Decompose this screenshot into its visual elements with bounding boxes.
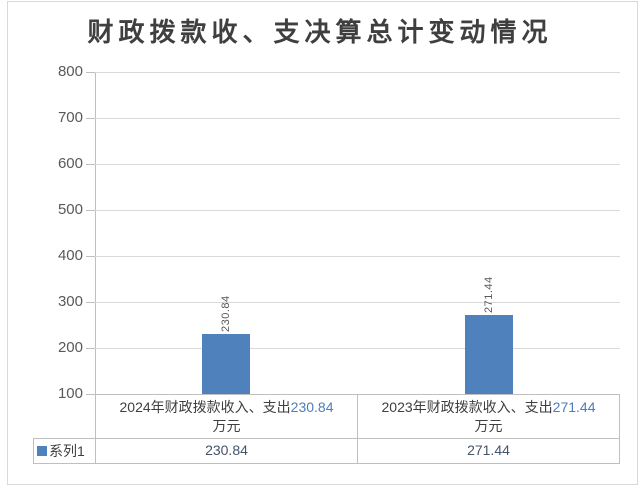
- y-tick-mark-400: [86, 256, 95, 257]
- y-tick-label-500: 500: [57, 201, 83, 218]
- gridline-500: [95, 210, 620, 211]
- legend-cell: 系列1: [34, 439, 95, 463]
- gridline-700: [95, 118, 620, 119]
- bar-data-label-2: 271.44: [482, 276, 495, 314]
- bar-2: [464, 315, 513, 394]
- table-value-1: 230.84: [95, 439, 357, 463]
- series1-legend-label: 系列1: [49, 443, 85, 459]
- y-tick-mark-800: [86, 72, 95, 73]
- gridline-600: [95, 164, 620, 165]
- bar-1: [202, 333, 251, 394]
- y-tick-mark-600: [86, 164, 95, 165]
- series1-legend-swatch-icon: [37, 446, 47, 456]
- y-tick-label-100: 100: [57, 385, 83, 402]
- data-table-category-row: 2024年财政拨款收入、支出230.84 万元 2023年财政拨款收入、支出271.…: [95, 394, 620, 439]
- y-tick-label-400: 400: [57, 247, 83, 264]
- y-tick-mark-300: [86, 302, 95, 303]
- y-tick-label-200: 200: [57, 339, 83, 356]
- y-tick-label-300: 300: [57, 293, 83, 310]
- gridline-200: [95, 348, 620, 349]
- data-table-series-row: 系列1 230.84 271.44: [33, 438, 620, 464]
- y-tick-label-600: 600: [57, 155, 83, 172]
- gridline-300: [95, 302, 620, 303]
- plot-area: [95, 72, 620, 395]
- table-value-2: 271.44: [357, 439, 619, 463]
- y-tick-mark-700: [86, 118, 95, 119]
- bar-data-label-1: 230.84: [220, 295, 233, 332]
- gridline-400: [95, 256, 620, 257]
- y-tick-mark-500: [86, 210, 95, 211]
- category-label-2: 2023年财政拨款收入、支出271.44 万元: [357, 395, 619, 438]
- chart-title: 财政拨款收、支决算总计变动情况: [87, 18, 553, 47]
- y-axis-line: [95, 72, 96, 394]
- y-tick-mark-100: [86, 394, 95, 395]
- category-label-1: 2024年财政拨款收入、支出230.84 万元: [119, 399, 334, 434]
- gridline-800: [95, 72, 620, 73]
- y-tick-label-700: 700: [57, 109, 83, 126]
- y-tick-label-800: 800: [57, 63, 83, 80]
- y-tick-mark-200: [86, 348, 95, 349]
